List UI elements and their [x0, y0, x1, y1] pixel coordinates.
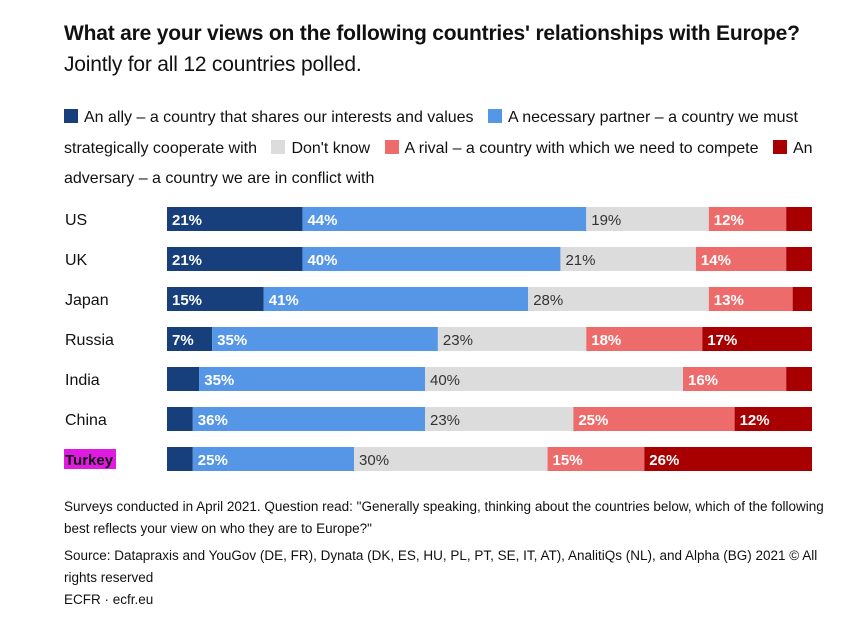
legend-label-ally: An ally – a country that shares our inte…	[84, 109, 474, 126]
data-label-russia-series-3: 18%	[591, 332, 621, 349]
legend-swatch-adversary	[772, 139, 787, 154]
bar-uk-series-4	[786, 247, 812, 271]
chart-title: What are your views on the following cou…	[64, 18, 824, 80]
bar-us-series-1	[302, 207, 587, 231]
bar-turkey-series-1	[192, 447, 355, 471]
data-label-russia-series-0: 7%	[172, 332, 194, 349]
bar-us-series-4	[786, 207, 812, 231]
bar-india-series-3	[683, 367, 787, 391]
bar-us-series-3	[708, 207, 787, 231]
legend-label-dont-know: Don't know	[291, 139, 371, 157]
bar-uk-series-1	[302, 247, 561, 271]
data-label-china-series-2: 23%	[430, 412, 460, 429]
legend-swatch-dont-know	[271, 139, 286, 154]
chart-title-bold: What are your views on the following cou…	[64, 22, 800, 45]
chart-subtitle: Jointly for all 12 countries polled.	[64, 53, 362, 76]
footer: Surveys conducted in April 2021. Questio…	[64, 496, 834, 611]
bar-turkey-series-4	[644, 447, 812, 471]
bar-russia-series-1	[212, 327, 438, 351]
data-label-japan-series-1: 41%	[269, 292, 299, 309]
bar-russia-series-2	[437, 327, 587, 351]
country-label-us: US	[65, 212, 87, 229]
bar-uk-series-0	[167, 247, 303, 271]
legend-item-adversary: An adversary – a country we are in confl…	[64, 139, 813, 188]
data-label-us-series-0: 21%	[172, 212, 202, 229]
bar-china-series-3	[573, 407, 735, 431]
data-label-russia-series-2: 23%	[443, 332, 473, 349]
legend-label-rival: A rival – a country with which we need t…	[404, 139, 759, 157]
legend-label-adversary: An adversary – a country we are in confl…	[64, 139, 813, 188]
bar-uk-series-3	[695, 247, 787, 271]
data-label-china-series-4: 12%	[740, 412, 770, 429]
data-label-india-series-3: 16%	[688, 372, 718, 389]
bar-turkey-series-0	[167, 447, 193, 471]
legend: An ally – a country that shares our inte…	[64, 103, 824, 195]
data-label-uk-series-3: 14%	[701, 252, 731, 269]
data-label-turkey-series-1: 25%	[198, 452, 228, 469]
bar-india-series-2	[425, 367, 683, 391]
data-label-turkey-series-4: 26%	[649, 452, 679, 469]
bar-india-series-0	[167, 367, 200, 391]
bar-russia-series-3	[586, 327, 703, 351]
bar-china-series-4	[734, 407, 812, 431]
bar-turkey-series-3	[547, 447, 645, 471]
country-label-uk: UK	[65, 252, 88, 269]
bar-japan-series-3	[708, 287, 793, 311]
data-label-turkey-series-3: 15%	[553, 452, 583, 469]
legend-swatch-ally	[64, 109, 78, 123]
data-label-india-series-2: 40%	[430, 372, 460, 389]
legend-item-rival: A rival – a country with which we need t…	[384, 139, 759, 157]
country-label-china: China	[65, 412, 107, 429]
country-label-japan: Japan	[65, 292, 109, 309]
bar-japan-series-2	[528, 287, 709, 311]
bar-china-series-1	[192, 407, 425, 431]
legend-label-partner: A necessary partner – a country we must …	[64, 109, 798, 157]
bar-china-series-2	[425, 407, 574, 431]
data-label-china-series-3: 25%	[578, 412, 608, 429]
data-label-india-series-1: 35%	[204, 372, 234, 389]
country-label-turkey: Turkey	[65, 452, 114, 469]
data-label-uk-series-2: 21%	[565, 252, 595, 269]
data-label-us-series-1: 44%	[307, 212, 337, 229]
data-label-japan-series-2: 28%	[533, 292, 563, 309]
bar-turkey-series-2	[354, 447, 548, 471]
bar-japan-series-4	[792, 287, 812, 311]
legend-item-ally: An ally – a country that shares our inte…	[64, 109, 474, 126]
bar-russia-series-0	[167, 327, 213, 351]
legend-swatch-rival	[384, 139, 399, 154]
data-label-us-series-2: 19%	[591, 212, 621, 229]
bar-us-series-2	[586, 207, 709, 231]
legend-item-dont-know: Don't know	[271, 139, 371, 157]
country-label-india: India	[65, 372, 100, 389]
bar-china-series-0	[167, 407, 193, 431]
data-label-uk-series-0: 21%	[172, 252, 202, 269]
survey-note: Surveys conducted in April 2021. Questio…	[64, 499, 824, 536]
bar-india-series-1	[199, 367, 425, 391]
bar-india-series-4	[786, 367, 812, 391]
data-label-japan-series-3: 13%	[714, 292, 744, 309]
legend-swatch-partner	[488, 109, 502, 123]
data-label-china-series-1: 36%	[198, 412, 228, 429]
data-label-us-series-3: 12%	[714, 212, 744, 229]
data-label-russia-series-4: 17%	[707, 332, 737, 349]
bar-us-series-0	[167, 207, 303, 231]
bar-russia-series-4	[702, 327, 812, 351]
bar-japan-series-0	[167, 287, 264, 311]
highlight-turkey	[64, 449, 116, 469]
credit: ECFR · ecfr.eu	[64, 592, 154, 607]
bar-uk-series-2	[560, 247, 696, 271]
bar-japan-series-1	[263, 287, 529, 311]
country-label-russia: Russia	[65, 332, 114, 349]
data-label-russia-series-1: 35%	[217, 332, 247, 349]
source-note: Source: Datapraxis and YouGov (DE, FR), …	[64, 548, 818, 585]
legend-item-partner: A necessary partner – a country we must …	[64, 109, 798, 157]
data-label-turkey-series-2: 30%	[359, 452, 389, 469]
data-label-uk-series-1: 40%	[307, 252, 337, 269]
data-label-japan-series-0: 15%	[172, 292, 202, 309]
